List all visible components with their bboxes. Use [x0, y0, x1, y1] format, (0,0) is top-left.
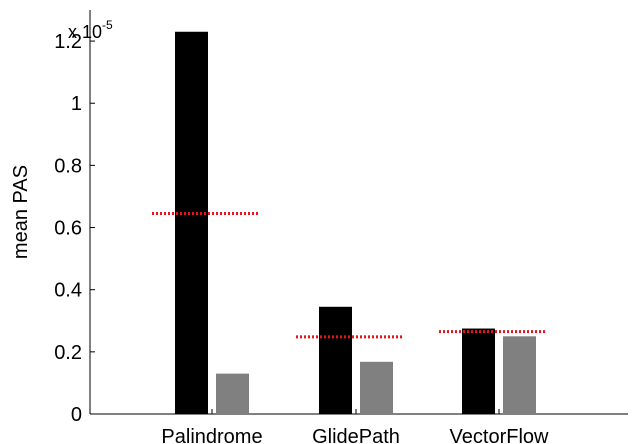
y-tick-label: 0.8 [54, 155, 82, 177]
bar-series-1 [175, 31, 208, 414]
y-tick-label: 0.4 [54, 280, 82, 302]
bar-series-1 [319, 306, 352, 414]
axes [89, 10, 628, 415]
bar-series-2 [360, 361, 393, 414]
bar-series-2 [503, 336, 536, 414]
reference-lines [152, 212, 546, 339]
y-axis-label: mean PAS [10, 165, 32, 259]
multiplier-base: x 10 [68, 22, 102, 42]
y-ticks: 0 0.2 0.4 0.6 0.8 1 1.2 [54, 31, 95, 426]
y-tick-label: 1 [71, 93, 82, 115]
multiplier-exponent: -5 [102, 18, 113, 32]
x-ticks: Palindrome GlidePath VectorFlow [161, 409, 549, 444]
bar-series-1 [462, 328, 495, 414]
axis-multiplier: x 10-5 [68, 18, 113, 42]
bars [175, 31, 536, 414]
y-tick-label: 0.6 [54, 218, 82, 240]
x-tick-label: VectorFlow [450, 426, 549, 444]
y-tick-label: 0 [71, 404, 82, 426]
y-tick-label: 0.2 [54, 342, 82, 364]
y-tick-label: 1.2 [54, 31, 82, 53]
x-tick-label: GlidePath [312, 426, 400, 444]
x-tick-label: Palindrome [161, 426, 262, 444]
bar-series-2 [216, 373, 249, 414]
